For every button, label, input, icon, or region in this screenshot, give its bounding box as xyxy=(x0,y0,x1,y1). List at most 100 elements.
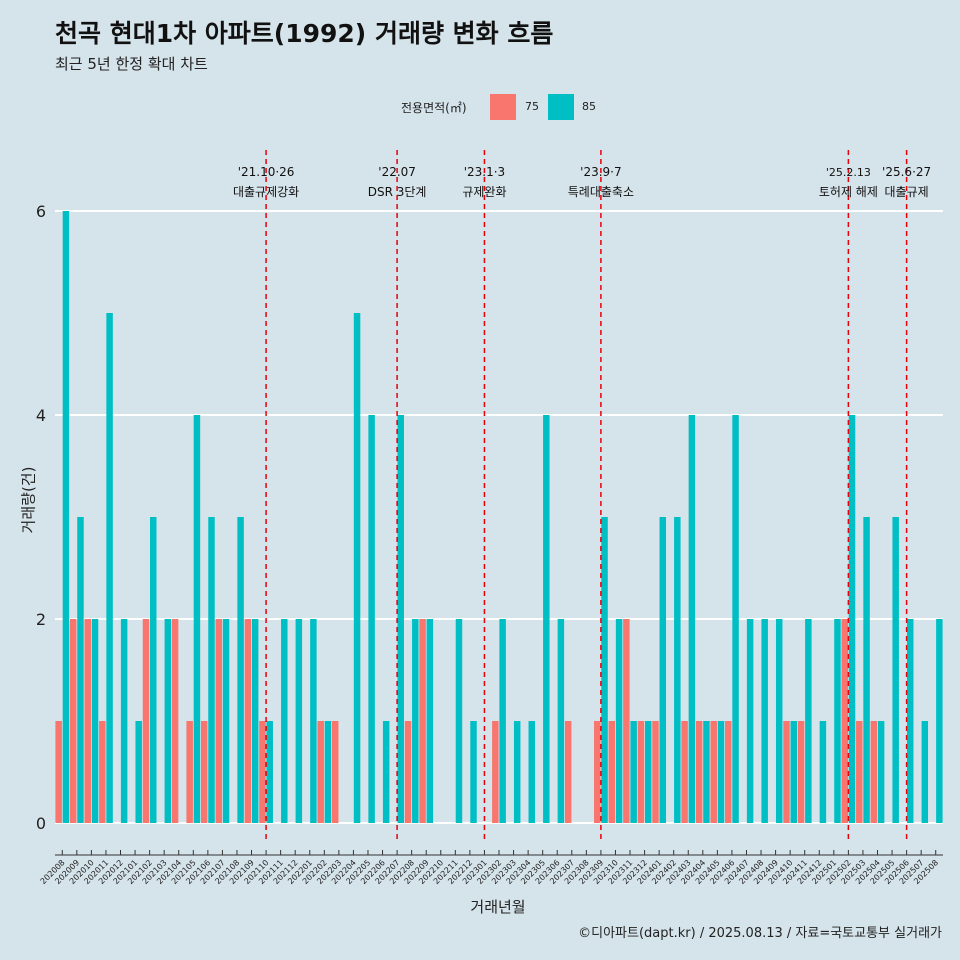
bar-75-202311 xyxy=(623,619,630,823)
event-label: DSR 3단계 xyxy=(368,185,427,199)
bar-75-202104 xyxy=(171,619,179,823)
bar-85-202312 xyxy=(644,721,652,823)
bar-85-202501 xyxy=(834,619,841,823)
bar-85-202011 xyxy=(106,313,113,823)
legend-title: 전용면적(㎡) xyxy=(401,101,467,115)
bar-75-202107 xyxy=(215,619,223,823)
bar-75-202312 xyxy=(637,721,645,823)
bar-85-202402 xyxy=(674,517,681,823)
bar-75-202105 xyxy=(186,721,193,823)
bar-85-202208 xyxy=(412,619,419,823)
bar-85-202209 xyxy=(426,619,434,823)
bar-75-202009 xyxy=(69,619,77,823)
event-date: '21.10·26 xyxy=(238,165,295,179)
bar-85-202211 xyxy=(455,619,463,823)
bar-75-202307 xyxy=(564,721,572,823)
event-date: '23.9·7 xyxy=(580,165,621,179)
y-tick-label: 4 xyxy=(36,406,46,425)
bar-85-202406 xyxy=(732,415,739,823)
bar-85-202311 xyxy=(630,721,637,823)
bar-75-202109 xyxy=(244,619,252,823)
event-date: '22.07 xyxy=(378,165,416,179)
bar-85-202401 xyxy=(659,517,667,823)
bar-85-202202 xyxy=(324,721,332,823)
event-label: 대출규제강화 xyxy=(233,185,299,199)
bar-85-202212 xyxy=(470,721,477,823)
event-label: 대출규제 xyxy=(885,185,929,199)
bar-85-202410 xyxy=(790,721,798,823)
event-date: '25.2.13 xyxy=(826,166,871,179)
bar-85-202207 xyxy=(397,415,404,823)
bar-75-202310 xyxy=(608,721,616,823)
bar-85-202504 xyxy=(877,721,885,823)
bar-75-202208 xyxy=(404,721,412,823)
bar-75-202008 xyxy=(55,721,62,823)
bar-85-202302 xyxy=(499,619,506,823)
bar-85-202502 xyxy=(848,415,856,823)
bar-75-202406 xyxy=(725,721,732,823)
bar-75-202410 xyxy=(783,721,790,823)
event-date: '23.1·3 xyxy=(464,165,505,179)
bar-85-202108 xyxy=(237,517,244,823)
bar-85-202309 xyxy=(601,517,608,823)
bar-75-202010 xyxy=(84,619,91,823)
x-axis-label: 거래년월 xyxy=(470,898,526,916)
bar-85-202106 xyxy=(208,517,215,823)
event-label: 토허제 해제 xyxy=(819,185,878,199)
bar-85-202012 xyxy=(120,619,128,823)
bar-75-202401 xyxy=(652,721,659,823)
event-label: 특례대출축소 xyxy=(568,185,634,199)
bar-85-202105 xyxy=(193,415,201,823)
bar-75-202309 xyxy=(594,721,601,823)
legend-label-85: 85 xyxy=(582,100,596,113)
event-date: '25.6·27 xyxy=(882,165,931,179)
bar-85-202404 xyxy=(703,721,710,823)
legend-key-85 xyxy=(548,94,574,120)
bar-85-202503 xyxy=(863,517,870,823)
bar-85-202107 xyxy=(222,619,230,823)
bar-85-202206 xyxy=(382,721,390,823)
bar-85-202008 xyxy=(62,211,70,823)
event-label: 규제완화 xyxy=(462,185,506,199)
y-tick-label: 2 xyxy=(36,610,46,629)
source-caption: ©디아파트(dapt.kr) / 2025.08.13 / 자료=국토교통부 실… xyxy=(578,926,942,941)
bar-85-202303 xyxy=(513,721,521,823)
bar-75-202110 xyxy=(259,721,266,823)
bar-85-202408 xyxy=(761,619,768,823)
bar-75-202203 xyxy=(331,721,339,823)
bar-75-202404 xyxy=(695,721,703,823)
bar-85-202109 xyxy=(251,619,259,823)
bar-75-202403 xyxy=(681,721,688,823)
bar-85-202112 xyxy=(295,619,303,823)
y-tick-label: 0 xyxy=(36,814,46,833)
bar-85-202405 xyxy=(717,721,725,823)
y-axis-label: 거래량(건) xyxy=(19,466,38,534)
bar-85-202412 xyxy=(819,721,827,823)
bar-85-202010 xyxy=(91,619,99,823)
bar-85-202407 xyxy=(746,619,754,823)
bar-85-202505 xyxy=(892,517,899,823)
bar-75-202011 xyxy=(99,721,106,823)
chart-title: 천곡 현대1차 아파트(1992) 거래량 변화 흐름 xyxy=(55,19,554,48)
bar-85-202101 xyxy=(135,721,142,823)
bar-75-202102 xyxy=(142,619,150,823)
bar-85-202409 xyxy=(775,619,783,823)
bar-75-202405 xyxy=(710,721,717,823)
bar-85-202411 xyxy=(805,619,812,823)
bar-75-202302 xyxy=(492,721,499,823)
bar-75-202503 xyxy=(856,721,863,823)
bar-75-202209 xyxy=(419,619,426,823)
bar-85-202304 xyxy=(528,721,535,823)
bar-85-202201 xyxy=(310,619,317,823)
bar-85-202009 xyxy=(77,517,84,823)
y-tick-label: 6 xyxy=(36,202,46,221)
bar-75-202202 xyxy=(317,721,324,823)
bar-85-202110 xyxy=(266,721,273,823)
bar-75-202502 xyxy=(841,619,848,823)
bar-75-202106 xyxy=(200,721,208,823)
legend: 전용면적(㎡) 75 85 xyxy=(0,92,960,122)
bar-75-202504 xyxy=(870,721,878,823)
bar-85-202506 xyxy=(907,619,914,823)
bar-75-202411 xyxy=(797,721,805,823)
